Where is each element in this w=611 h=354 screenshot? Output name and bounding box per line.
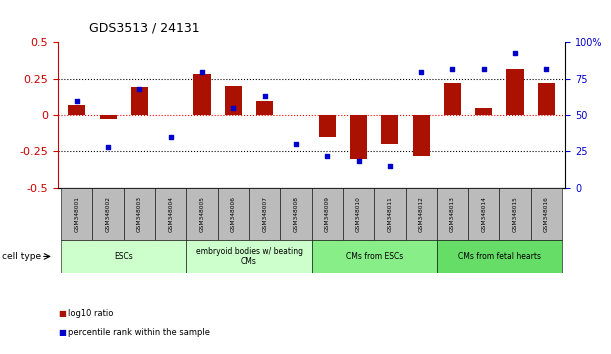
Point xyxy=(103,144,113,150)
Bar xyxy=(531,188,562,240)
Bar xyxy=(444,83,461,115)
Bar xyxy=(256,101,273,115)
Text: GSM348001: GSM348001 xyxy=(75,196,79,232)
Bar xyxy=(68,105,86,115)
Text: GSM348016: GSM348016 xyxy=(544,196,549,232)
Text: GSM348002: GSM348002 xyxy=(106,196,111,232)
Bar xyxy=(312,240,437,273)
Bar xyxy=(92,188,124,240)
Point xyxy=(385,163,395,169)
Bar xyxy=(131,87,148,115)
Text: ESCs: ESCs xyxy=(114,252,133,261)
Text: GSM348010: GSM348010 xyxy=(356,196,361,232)
Text: GSM348012: GSM348012 xyxy=(419,196,423,232)
Point xyxy=(354,159,364,164)
Text: log10 ratio: log10 ratio xyxy=(68,309,114,318)
Text: percentile rank within the sample: percentile rank within the sample xyxy=(68,328,210,337)
Text: CMs from fetal hearts: CMs from fetal hearts xyxy=(458,252,541,261)
Point xyxy=(197,69,207,74)
Bar xyxy=(280,188,312,240)
Text: GSM348015: GSM348015 xyxy=(513,196,518,232)
Text: GSM348013: GSM348013 xyxy=(450,196,455,232)
Bar xyxy=(437,188,468,240)
Bar xyxy=(381,115,398,144)
Point xyxy=(541,66,551,72)
Bar xyxy=(312,188,343,240)
Bar xyxy=(437,240,562,273)
Bar xyxy=(499,188,531,240)
Text: ■: ■ xyxy=(58,328,66,337)
Text: GSM348006: GSM348006 xyxy=(231,196,236,232)
Point xyxy=(323,153,332,159)
Bar xyxy=(186,188,218,240)
Bar xyxy=(319,115,336,137)
Point xyxy=(291,141,301,147)
Bar xyxy=(374,188,406,240)
Text: embryoid bodies w/ beating
CMs: embryoid bodies w/ beating CMs xyxy=(196,247,302,266)
Text: GSM348011: GSM348011 xyxy=(387,196,392,232)
Bar xyxy=(194,74,211,115)
Bar xyxy=(155,188,186,240)
Bar xyxy=(61,188,92,240)
Point xyxy=(166,134,175,140)
Text: GSM348003: GSM348003 xyxy=(137,196,142,232)
Bar xyxy=(475,108,492,115)
Point xyxy=(134,86,144,92)
Point xyxy=(448,66,458,72)
Text: GSM348005: GSM348005 xyxy=(200,196,205,232)
Bar xyxy=(100,115,117,119)
Text: cell type: cell type xyxy=(2,252,41,261)
Point xyxy=(416,69,426,74)
Point xyxy=(229,105,238,110)
Bar xyxy=(61,240,186,273)
Text: ■: ■ xyxy=(58,309,66,318)
Text: GSM348014: GSM348014 xyxy=(481,196,486,232)
Bar xyxy=(406,188,437,240)
Bar xyxy=(468,188,499,240)
Point xyxy=(260,93,269,99)
Bar xyxy=(186,240,312,273)
Bar xyxy=(343,188,374,240)
Text: GSM348007: GSM348007 xyxy=(262,196,267,232)
Text: GSM348004: GSM348004 xyxy=(168,196,174,232)
Bar xyxy=(350,115,367,159)
Bar xyxy=(538,83,555,115)
Bar xyxy=(249,188,280,240)
Bar xyxy=(412,115,430,156)
Bar xyxy=(124,188,155,240)
Bar xyxy=(218,188,249,240)
Point xyxy=(479,66,489,72)
Text: GDS3513 / 24131: GDS3513 / 24131 xyxy=(89,21,199,34)
Text: GSM348009: GSM348009 xyxy=(325,196,330,232)
Bar xyxy=(225,86,242,115)
Text: GSM348008: GSM348008 xyxy=(293,196,298,232)
Point xyxy=(72,98,82,103)
Bar xyxy=(507,69,524,115)
Point xyxy=(510,50,520,56)
Text: CMs from ESCs: CMs from ESCs xyxy=(346,252,403,261)
